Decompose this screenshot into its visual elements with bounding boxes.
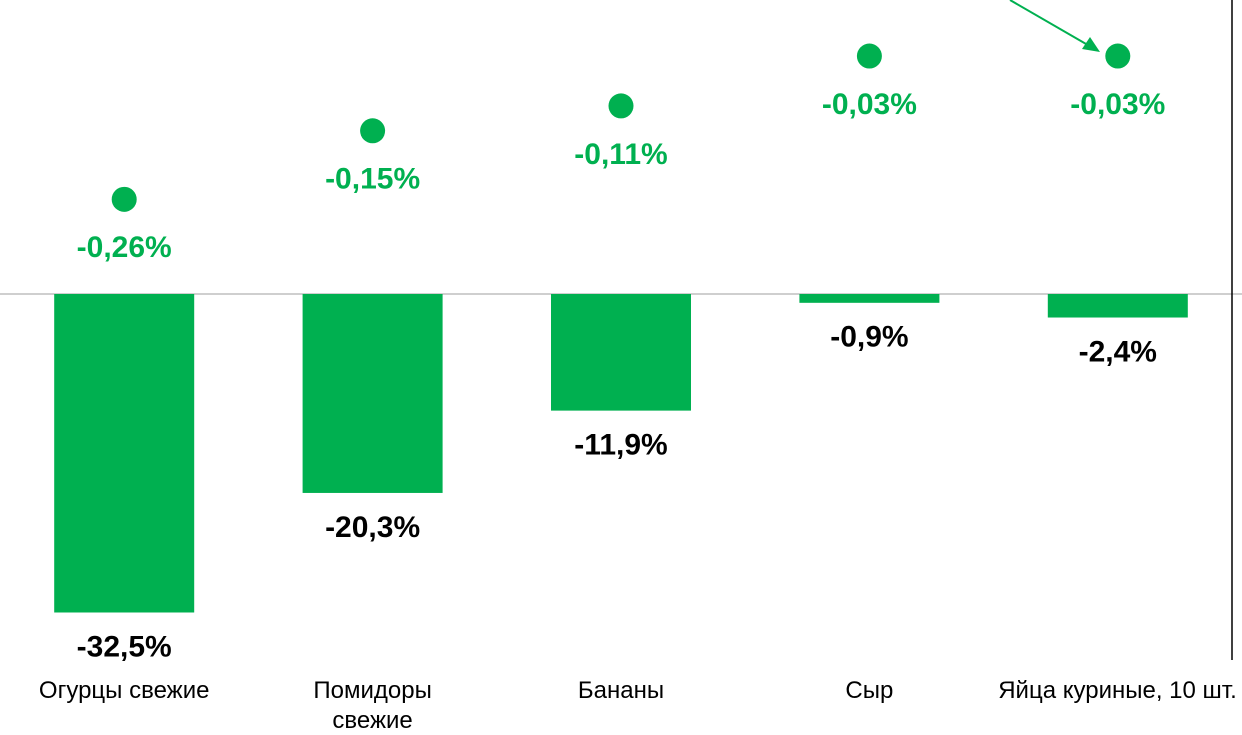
x-tick-label: Бананы xyxy=(577,677,665,704)
dot-label: -0,15% xyxy=(325,163,420,196)
arrow-line xyxy=(1009,0,1094,49)
x-tick-label: Огурцы свежие xyxy=(38,677,210,704)
dot-label: -0,03% xyxy=(822,88,917,121)
x-tick-label: Сыр xyxy=(845,677,894,704)
dot xyxy=(111,186,137,212)
bar-label: -11,9% xyxy=(574,429,667,462)
bar-label: -2,4% xyxy=(1079,335,1157,368)
arrow-head xyxy=(1082,37,1100,52)
dot xyxy=(360,118,386,144)
bar xyxy=(799,294,940,303)
x-tick-label: Яйца куриные, 10 шт. xyxy=(998,677,1237,704)
bar xyxy=(1047,294,1188,318)
bar xyxy=(551,294,691,411)
dot xyxy=(1105,43,1131,69)
bar-label: -0,9% xyxy=(830,321,908,354)
bar-label: -32,5% xyxy=(77,630,172,663)
dot xyxy=(856,43,882,69)
dot xyxy=(608,93,634,119)
bar-label: -20,3% xyxy=(325,511,420,544)
dot-label: -0,26% xyxy=(77,231,172,264)
x-tick-label: Помидоры свежие xyxy=(313,677,432,734)
bar xyxy=(54,294,195,613)
dot-label: -0,03% xyxy=(1070,88,1165,121)
bar xyxy=(302,294,443,493)
dot-label: -0,11% xyxy=(574,138,667,171)
